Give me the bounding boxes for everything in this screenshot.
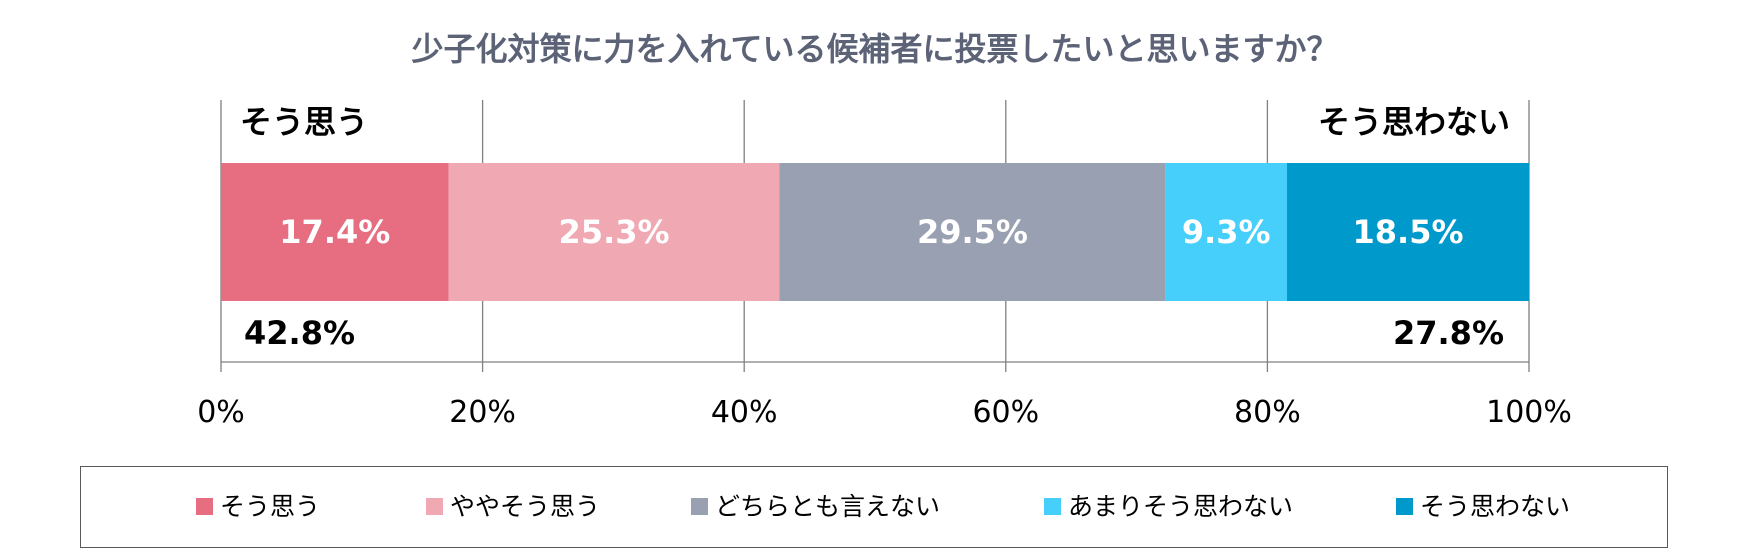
bar-segment [779,163,1166,301]
x-tick-label: 100% [1486,395,1572,430]
legend-label: どちらとも言えない [715,492,940,521]
chart-title: 少子化対策に力を入れている候補者に投票したいと思いますか？ [411,30,1338,68]
legend-swatch [1044,498,1061,515]
legend-label: そう思わない [1420,492,1570,521]
bar-value-label: 25.3% [559,213,670,251]
x-tick-label: 80% [1234,395,1301,430]
agree-total-label: 42.8% [244,314,355,352]
x-tick-label: 0% [197,395,245,430]
legend-swatch [1396,498,1413,515]
bar-value-label: 9.3% [1182,213,1271,251]
x-tick-label: 40% [711,395,778,430]
bar-value-label: 18.5% [1353,213,1464,251]
legend-label: そう思う [220,492,320,521]
legend-item: そう思う [196,492,320,521]
bar-segment [448,163,780,301]
legend: そう思う ややそう思う どちらとも言えない あまりそう思わない そう思わない [80,466,1668,548]
bar-segment [1165,163,1288,301]
bar-segments [221,163,1529,301]
bar-segment [221,163,449,301]
bar-value-label: 17.4% [279,213,390,251]
x-axis [220,361,1530,372]
agree-group-label: そう思う [240,103,368,141]
bar-value-label: 29.5% [917,213,1028,251]
legend-item: あまりそう思わない [1044,492,1293,521]
legend-item: そう思わない [1396,492,1570,521]
legend-swatch [196,498,213,515]
x-tick-label: 60% [972,395,1039,430]
bar-segment [1287,163,1529,301]
disagree-total-label: 27.8% [1393,314,1504,352]
bar-labels: 17.4% 25.3% 29.5% 9.3% 18.5% [279,213,1463,251]
disagree-group-label: そう思わない [1318,103,1510,141]
legend-swatch [426,498,443,515]
x-tick-labels: 0% 20% 40% 60% 80% 100% [197,395,1572,430]
legend-items: そう思う ややそう思う どちらとも言えない あまりそう思わない そう思わない [196,492,1570,521]
legend-label: ややそう思う [450,492,600,521]
x-tick-label: 20% [449,395,516,430]
legend-item: ややそう思う [426,492,600,521]
legend-item: どちらとも言えない [691,492,940,521]
legend-swatch [691,498,708,515]
legend-label: あまりそう思わない [1068,492,1293,521]
